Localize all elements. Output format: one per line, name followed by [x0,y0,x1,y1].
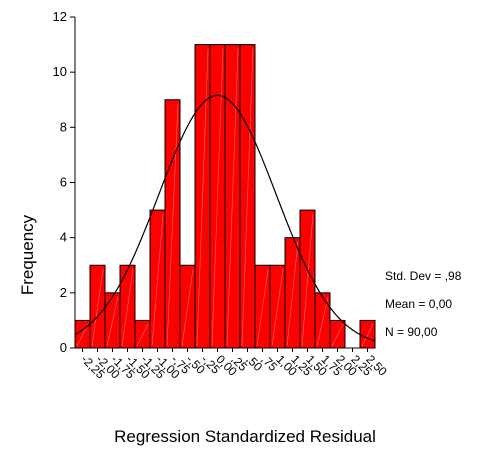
y-axis-label: Frequency [18,214,37,296]
y-tick-label: 0 [60,340,67,355]
bar-highlight-line [121,269,134,347]
bar-highlight-line [136,324,149,347]
bar-highlight-line [331,324,344,347]
x-axis-label: Regression Standardized Residual [114,427,376,446]
bar-highlight-line [361,324,374,347]
y-tick-label: 8 [60,119,67,134]
normal-curve-line [74,94,376,342]
bar-highlight-line [106,296,119,347]
bar-highlight-line [196,48,209,347]
y-tick-label: 6 [60,175,67,190]
y-tick-label: 4 [60,230,67,245]
mean-label: Mean = 0,00 [385,297,453,311]
bar-highlight-line [211,48,224,347]
bar-highlight-line [151,214,164,347]
bar-highlight-line [301,214,314,347]
bar-highlight-line [316,296,329,347]
bar-highlight-line [271,269,284,347]
n-label: N = 90,00 [385,325,438,339]
bars-group [74,44,376,349]
bar-highlight-line [226,48,239,347]
bar-highlight-line [256,269,269,347]
bar-highlight-line [166,103,179,347]
y-tick-label: 12 [53,9,67,24]
std-dev-label: Std. Dev = ,98 [385,269,462,283]
bar-highlight-line [76,324,89,347]
y-tick-label: 2 [60,285,67,300]
y-tick-label: 10 [53,64,67,79]
bar-highlight-line [241,48,254,347]
bar-highlight-line [181,269,194,347]
normal-curve-group [74,94,376,342]
bar-highlight-line [91,269,104,347]
bar-highlight-line [286,241,299,347]
